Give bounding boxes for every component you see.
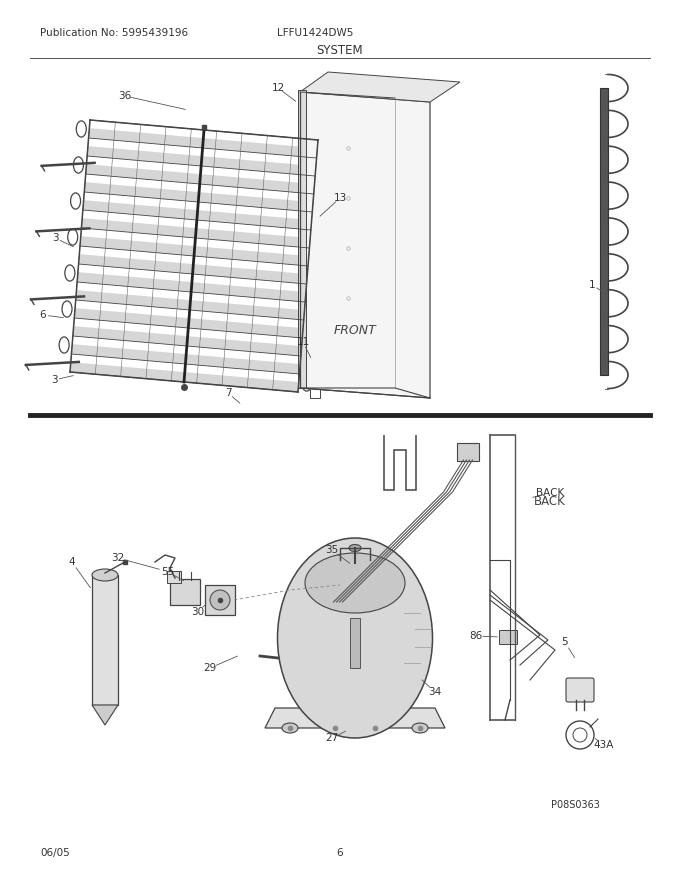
- Polygon shape: [265, 708, 445, 728]
- Ellipse shape: [92, 569, 118, 581]
- Text: 32: 32: [112, 553, 124, 563]
- Text: 6: 6: [39, 310, 46, 320]
- FancyBboxPatch shape: [170, 579, 200, 605]
- Text: 55: 55: [161, 567, 175, 577]
- Polygon shape: [73, 326, 302, 356]
- Bar: [350, 618, 360, 668]
- Polygon shape: [70, 362, 299, 392]
- Text: 1: 1: [589, 280, 595, 290]
- Polygon shape: [71, 344, 300, 374]
- Text: 06/05: 06/05: [40, 848, 70, 858]
- Text: 3: 3: [52, 233, 58, 243]
- Text: 36: 36: [118, 91, 132, 101]
- Text: 86: 86: [469, 631, 483, 641]
- FancyBboxPatch shape: [566, 678, 594, 702]
- Polygon shape: [74, 308, 303, 338]
- Polygon shape: [298, 90, 306, 388]
- Text: SYSTEM: SYSTEM: [317, 44, 363, 57]
- Text: 35: 35: [325, 545, 339, 555]
- Text: 30: 30: [192, 607, 205, 617]
- Polygon shape: [87, 146, 316, 176]
- Text: P08S0363: P08S0363: [551, 800, 600, 810]
- Text: 34: 34: [428, 687, 441, 697]
- Circle shape: [210, 590, 230, 610]
- Polygon shape: [300, 72, 460, 102]
- Polygon shape: [88, 128, 318, 158]
- Text: Publication No: 5995439196: Publication No: 5995439196: [40, 28, 188, 38]
- FancyBboxPatch shape: [205, 585, 235, 615]
- Ellipse shape: [277, 538, 432, 738]
- Text: BACK: BACK: [534, 495, 566, 508]
- Text: 6: 6: [337, 848, 343, 858]
- Polygon shape: [92, 705, 118, 725]
- Polygon shape: [300, 92, 430, 398]
- Text: 43A: 43A: [594, 740, 614, 750]
- Text: 29: 29: [203, 663, 217, 673]
- Ellipse shape: [367, 723, 383, 733]
- Polygon shape: [86, 164, 314, 194]
- Text: 11: 11: [296, 337, 309, 347]
- Text: BACK: BACK: [536, 488, 564, 498]
- Text: 27: 27: [325, 733, 339, 743]
- Text: 4: 4: [69, 557, 75, 567]
- Polygon shape: [79, 254, 307, 284]
- Text: LFFU1424DW5: LFFU1424DW5: [277, 28, 353, 38]
- Bar: [600, 88, 608, 375]
- Polygon shape: [82, 218, 310, 248]
- FancyBboxPatch shape: [457, 443, 479, 461]
- Text: 12: 12: [271, 83, 285, 93]
- Polygon shape: [77, 272, 306, 302]
- Bar: [92, 575, 118, 705]
- Text: FRONT: FRONT: [334, 324, 376, 336]
- FancyBboxPatch shape: [167, 571, 181, 583]
- Polygon shape: [80, 236, 309, 266]
- FancyBboxPatch shape: [499, 630, 517, 644]
- Ellipse shape: [305, 553, 405, 613]
- Ellipse shape: [412, 723, 428, 733]
- Text: 3: 3: [51, 375, 57, 385]
- Ellipse shape: [282, 723, 298, 733]
- Polygon shape: [84, 182, 313, 212]
- Text: 5: 5: [562, 637, 568, 647]
- Ellipse shape: [327, 723, 343, 733]
- Ellipse shape: [349, 545, 361, 552]
- Polygon shape: [83, 200, 311, 230]
- Polygon shape: [75, 290, 305, 320]
- Text: 7: 7: [224, 388, 231, 398]
- Text: 13: 13: [333, 193, 347, 203]
